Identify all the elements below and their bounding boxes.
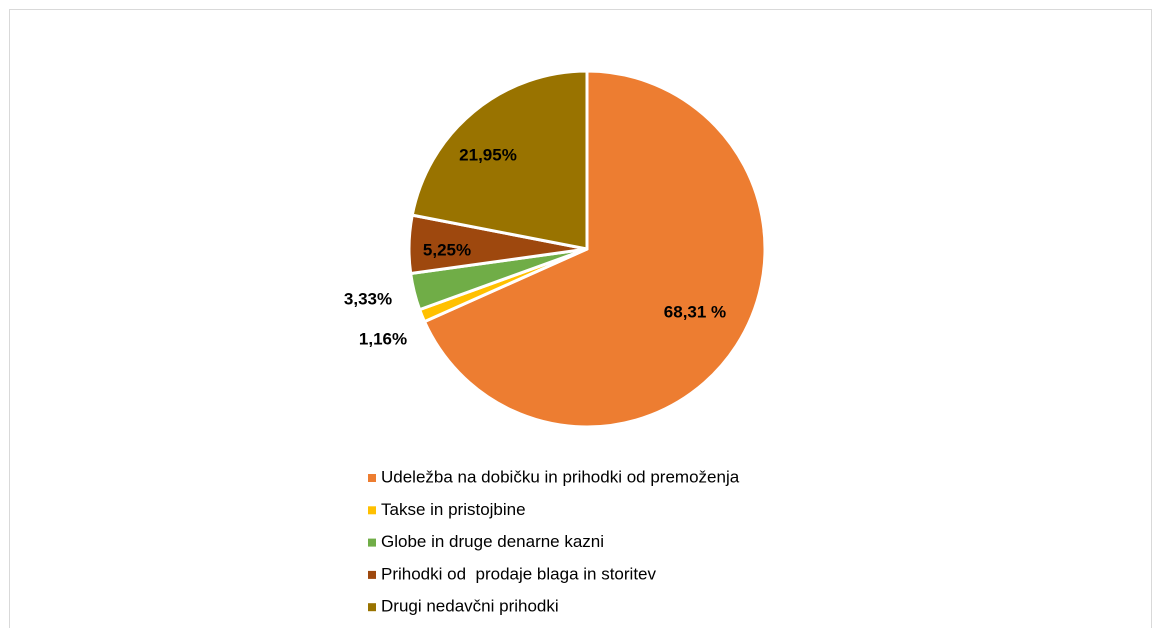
legend-label: Takse in pristojbine — [381, 500, 526, 519]
data-label: 21,95% — [459, 145, 517, 164]
legend-swatch — [368, 603, 376, 612]
data-label: 1,16% — [359, 329, 407, 348]
legend-label: Drugi nedavčni prihodki — [381, 597, 559, 616]
legend-label: Prihodki od prodaje blaga in storitev — [381, 564, 656, 583]
legend-swatch — [368, 506, 376, 515]
legend-swatch — [368, 538, 376, 547]
legend-swatch — [368, 474, 376, 482]
legend-swatch — [368, 570, 376, 579]
data-label: 68,31 % — [664, 302, 726, 321]
legend-label: Globe in druge denarne kazni — [381, 532, 604, 551]
pie-slice — [422, 69, 767, 429]
legend-label: Udeležba na dobičku in prihodki od premo… — [381, 467, 740, 486]
data-label: 5,25% — [423, 240, 471, 259]
data-label: 3,33% — [344, 289, 392, 308]
pie-slice — [410, 69, 589, 251]
